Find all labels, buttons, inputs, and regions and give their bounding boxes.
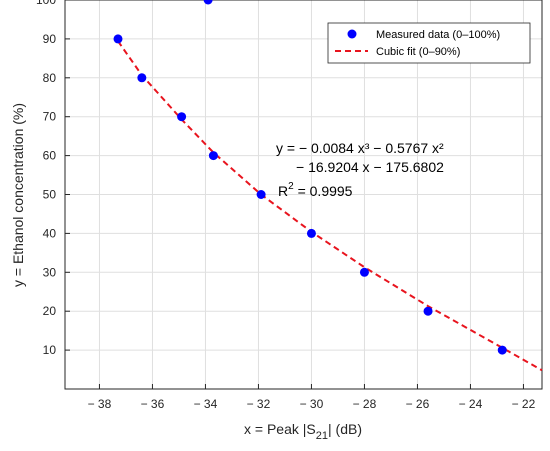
legend-label-measured: Measured data (0–100%): [376, 29, 500, 41]
y-tick-label: 80: [43, 71, 57, 85]
r-squared-prefix: R: [278, 183, 288, 199]
legend-box: [327, 22, 531, 64]
x-tick-label: − 28: [353, 397, 377, 411]
data-point: [359, 267, 369, 277]
data-point: [497, 345, 507, 355]
grid-lines: [65, 0, 542, 389]
y-tick-label: 50: [43, 188, 57, 202]
x-axis-label-subscript: 21: [316, 430, 328, 442]
r-squared-value: = 0.9995: [294, 183, 353, 199]
legend: Measured data (0–100%) Cubic fit (0–90%): [327, 22, 531, 64]
data-point: [137, 73, 147, 83]
equation-line-2: − 16.9204 x − 175.6802: [296, 159, 444, 175]
x-tick-label: − 34: [194, 397, 218, 411]
x-axis-ticks: − 38 − 36 − 34 − 32 − 30 − 28 − 26 − 24 − 22: [88, 384, 536, 411]
y-axis-ticks: 10 20 30 40 50 60 70 80 90 100: [36, 0, 70, 357]
r-squared-exponent: 2: [288, 181, 294, 192]
x-tick-label: − 22: [512, 397, 536, 411]
data-point: [208, 151, 218, 161]
x-tick-label: − 32: [247, 397, 271, 411]
equation-annotation: y = − 0.0084 x³ − 0.5767 x² − 16.9204 x …: [276, 140, 444, 199]
fit-series: [117, 40, 543, 372]
legend-marker-measured: [347, 29, 357, 39]
measured-series: [113, 0, 507, 355]
fit-line: [117, 40, 543, 372]
data-point: [177, 112, 187, 122]
x-axis-label-prefix: x = Peak |S: [244, 421, 316, 437]
x-tick-label: − 36: [141, 397, 165, 411]
data-point: [113, 34, 123, 44]
y-tick-label: 90: [43, 32, 57, 46]
r-squared: R2 = 0.9995: [278, 181, 353, 199]
x-tick-label: − 24: [459, 397, 483, 411]
y-tick-label: 60: [43, 149, 57, 163]
data-point: [203, 0, 213, 5]
data-point: [423, 306, 433, 316]
data-point: [256, 190, 266, 199]
y-tick-label: 70: [43, 110, 57, 124]
data-point: [306, 228, 316, 238]
y-tick-label: 20: [43, 304, 57, 318]
x-tick-label: − 38: [88, 397, 112, 411]
legend-label-fit: Cubic fit (0–90%): [376, 46, 460, 58]
y-tick-label: 40: [43, 226, 57, 240]
y-tick-label: 10: [43, 343, 57, 357]
x-tick-label: − 26: [406, 397, 430, 411]
y-tick-label: 100: [36, 0, 56, 7]
y-axis-label: y = Ethanol concentration (%): [10, 103, 26, 287]
x-axis-label-suffix: | (dB): [328, 421, 362, 437]
x-tick-label: − 30: [300, 397, 324, 411]
y-tick-label: 30: [43, 265, 57, 279]
equation-line-1: y = − 0.0084 x³ − 0.5767 x²: [276, 140, 444, 156]
x-axis-label: x = Peak |S21| (dB): [244, 421, 362, 442]
